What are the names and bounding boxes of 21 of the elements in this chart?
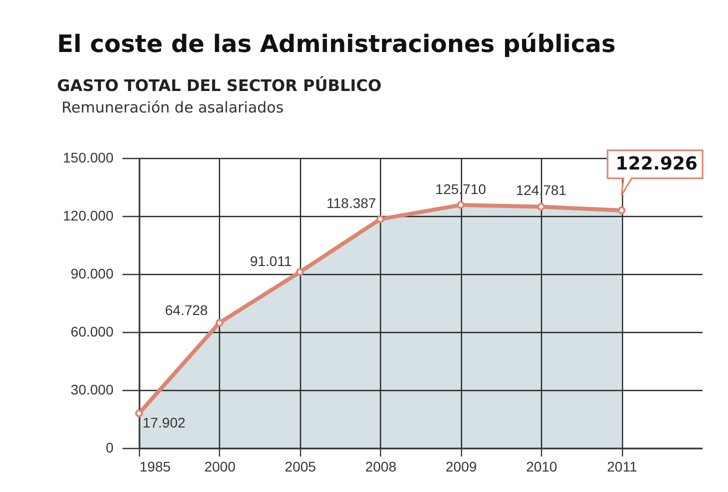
data-label: 118.387	[326, 195, 376, 212]
x-tick-label: 2005	[284, 458, 316, 474]
y-axis-title: Remuneración de asalariados	[62, 98, 284, 116]
data-label: 122.926	[616, 153, 698, 174]
y-tick-label: 150.000	[62, 150, 114, 166]
y-tick-label: 120.000	[62, 208, 114, 224]
x-tick-label: 2010	[526, 458, 558, 474]
x-tick-label: 2011	[607, 458, 638, 474]
data-label: 91.011	[250, 253, 292, 270]
y-tick-label: 0	[106, 440, 114, 456]
x-tick-label: 2009	[446, 458, 477, 474]
x-tick-label: 2000	[204, 458, 236, 474]
x-tick-label: 1985	[140, 458, 171, 474]
data-label: 64.728	[165, 302, 208, 318]
chart-subtitle: GASTO TOTAL DEL SECTOR PÚBLICO	[57, 76, 382, 95]
data-label: 17.902	[142, 414, 186, 430]
y-tick-label: 90.000	[70, 266, 114, 282]
y-tick-label: 60.000	[70, 324, 114, 340]
chart-title: El coste de las Administraciones públicas	[57, 30, 616, 58]
x-tick-label: 2008	[365, 458, 397, 474]
y-tick-label: 30.000	[70, 382, 114, 398]
